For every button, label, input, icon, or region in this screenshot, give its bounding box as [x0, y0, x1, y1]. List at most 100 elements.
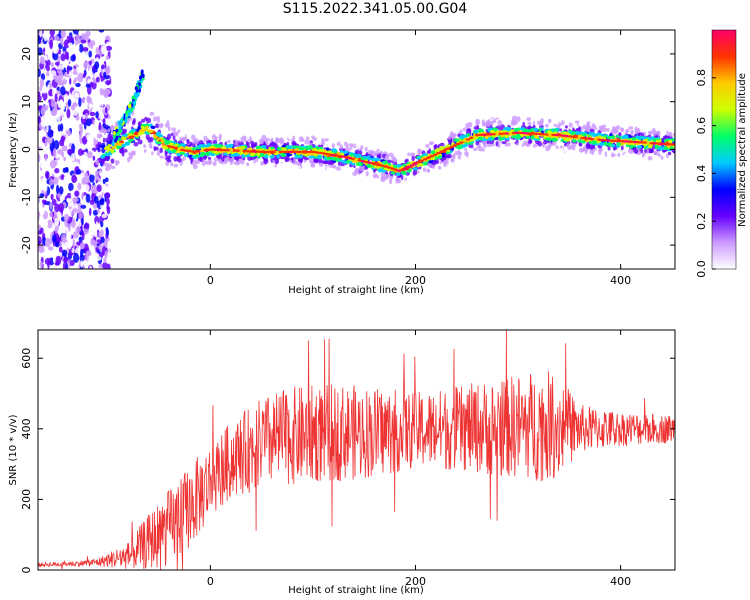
spectrogram-cell: [617, 152, 621, 158]
spectrogram-cell: [548, 143, 551, 150]
spectrogram-cell: [74, 77, 78, 82]
spectrogram-cell: [672, 143, 675, 146]
spectrogram-cell: [647, 145, 653, 149]
spectrogram-cell: [105, 185, 108, 193]
spectrogram-cell: [636, 145, 643, 149]
spectrogram-cell: [104, 88, 111, 95]
spectrogram-cell: [464, 147, 468, 152]
spectrogram-cell: [100, 237, 105, 244]
spectrogram-cell: [449, 145, 454, 149]
spectrogram-cell: [485, 120, 491, 125]
spectrogram-cell: [364, 146, 368, 152]
spectrogram-cell: [547, 133, 553, 136]
spectrogram-cell: [655, 140, 661, 144]
spectrogram-cell: [104, 166, 111, 172]
spectrogram-cell: [250, 156, 256, 161]
spectrogram-cell: [38, 230, 43, 235]
spectrogram-cell: [101, 185, 106, 192]
spectrogram-cell: [119, 119, 123, 125]
spectrogram-cell: [606, 127, 610, 132]
spectrogram-cell: [179, 151, 185, 155]
spectrogram-cell: [104, 145, 111, 150]
spectrogram-cell: [140, 69, 144, 74]
spectrogram-cell: [172, 131, 178, 137]
spectrogram-cell: [89, 173, 95, 183]
spectrogram-cell: [49, 211, 53, 217]
spectrogram-cell: [419, 159, 425, 162]
spectrogram-cell: [326, 147, 330, 151]
spectrogram-cell: [117, 142, 123, 146]
spectrogram-cell: [81, 157, 86, 167]
spectrogram-cell: [86, 233, 90, 242]
spectrogram-cell: [299, 147, 305, 151]
spectrogram-cell: [43, 31, 48, 42]
spectrogram-cell: [558, 117, 562, 123]
spectrogram-cell: [336, 166, 341, 171]
spectrogram-cell: [296, 161, 301, 166]
spectrogram-cell: [388, 174, 394, 180]
spectrogram-cell: [395, 177, 399, 184]
snr-series-line: [38, 330, 675, 570]
spectrogram-cell: [317, 155, 322, 160]
spectrogram-cell: [511, 135, 517, 139]
spectrogram-cell: [631, 137, 636, 141]
spectrogram-cell: [143, 106, 147, 111]
spectrogram-cell: [571, 131, 576, 135]
spectrogram-cell: [393, 164, 397, 169]
spectrogram-cell: [516, 142, 519, 146]
spectrogram-cell: [137, 107, 142, 113]
spectrogram-cell: [272, 150, 277, 154]
spectrogram-cell: [276, 154, 280, 159]
spectrogram-cell: [503, 127, 509, 131]
spectrogram-cell: [462, 127, 467, 132]
spectrogram-cell: [466, 128, 471, 134]
spectrogram-cell: [452, 144, 458, 147]
spectrogram-cell: [87, 150, 91, 159]
spectrogram-x-ticks: 0 200 400: [207, 30, 631, 287]
spectrogram-cell: [105, 106, 108, 114]
spectrogram-cell: [133, 132, 139, 136]
spectrogram-cell: [472, 135, 477, 138]
spectrogram-cell: [81, 217, 84, 226]
spectrogram-cell: [232, 149, 238, 152]
spectrogram-cell: [456, 142, 461, 146]
spectrogram-cell: [51, 234, 57, 243]
spectrogram-cell: [236, 149, 241, 152]
spectrogram-cell: [527, 129, 532, 133]
spectrogram-cell: [194, 154, 199, 158]
spectrogram-cell: [611, 143, 615, 148]
spectrogram-cell: [95, 144, 101, 149]
spectrogram-cell: [93, 229, 98, 238]
spectrogram-cell: [70, 189, 74, 200]
spectrogram-cell: [101, 213, 108, 219]
spectrogram-cell: [636, 155, 641, 159]
spectrogram-cell: [104, 162, 110, 168]
spectrogram-cell: [95, 111, 99, 119]
spectrogram-cell: [538, 127, 542, 132]
spectrogram-cell: [65, 167, 69, 173]
spectrogram-cell: [331, 153, 336, 157]
spectrogram-cell: [312, 137, 318, 141]
spectrogram-cell: [212, 134, 216, 140]
spectrogram-cell: [124, 118, 128, 124]
spectrogram-cell: [52, 176, 59, 185]
spectrogram-cell: [165, 156, 171, 161]
spectrogram-cell: [79, 125, 83, 135]
spectrogram-cell: [490, 120, 494, 126]
spectrogram-cell: [84, 98, 87, 109]
spectrogram-cell: [58, 81, 65, 87]
colorbar-tick-label: 0.0: [695, 260, 708, 278]
spectrogram-cell: [105, 177, 109, 183]
spectrogram-y-ticks: -20 -10 0 10 20: [20, 47, 675, 254]
spectrogram-cell: [577, 139, 582, 143]
spectrogram-cell: [211, 150, 217, 154]
spectrogram-cell: [639, 125, 645, 132]
spectrogram-cell: [522, 121, 525, 127]
spectrogram-cell: [367, 149, 373, 155]
spectrogram-cell: [372, 173, 378, 179]
spectrogram-y-tick-label: -10: [20, 188, 33, 206]
spectrogram-cell: [613, 126, 617, 132]
spectrogram-cell: [433, 153, 438, 156]
spectrogram-cell: [96, 184, 102, 192]
spectrogram-cell: [652, 142, 658, 145]
